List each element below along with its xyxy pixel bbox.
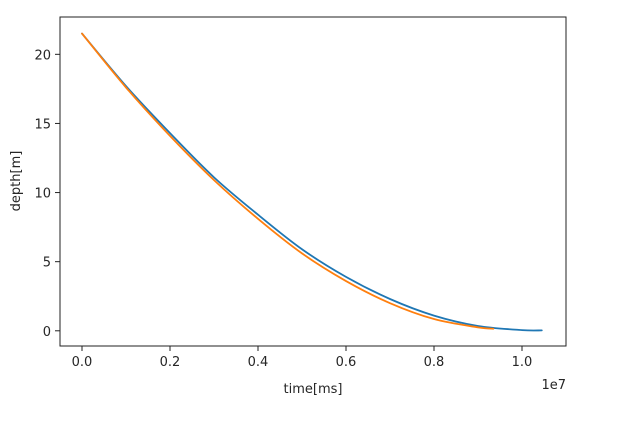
- y-tick-label: 15: [34, 117, 51, 132]
- x-axis-offset-label: 1e7: [541, 378, 566, 393]
- x-tick-label: 0.2: [160, 355, 181, 370]
- x-tick-label: 0.4: [248, 355, 269, 370]
- y-tick-label: 20: [34, 48, 51, 63]
- x-tick-label: 0.0: [72, 355, 93, 370]
- y-tick-label: 10: [34, 187, 51, 202]
- series-line-2: [81, 32, 495, 330]
- series-layer: [81, 32, 543, 332]
- y-tick-label: 0: [43, 325, 51, 340]
- x-tick-label: 1.0: [512, 355, 533, 370]
- series-line-1: [81, 32, 543, 332]
- x-tick-label: 0.6: [336, 355, 357, 370]
- y-tick-label: 5: [43, 256, 51, 271]
- x-axis-ticks: 0.0 0.2 0.4 0.6 0.8 1.0: [72, 346, 533, 370]
- x-tick-label: 0.8: [424, 355, 445, 370]
- plot-area: [59, 16, 567, 347]
- y-axis-label: depth[m]: [9, 151, 24, 212]
- x-axis-label: time[ms]: [284, 382, 343, 397]
- y-axis-ticks: 0 5 10 15 20: [34, 48, 60, 340]
